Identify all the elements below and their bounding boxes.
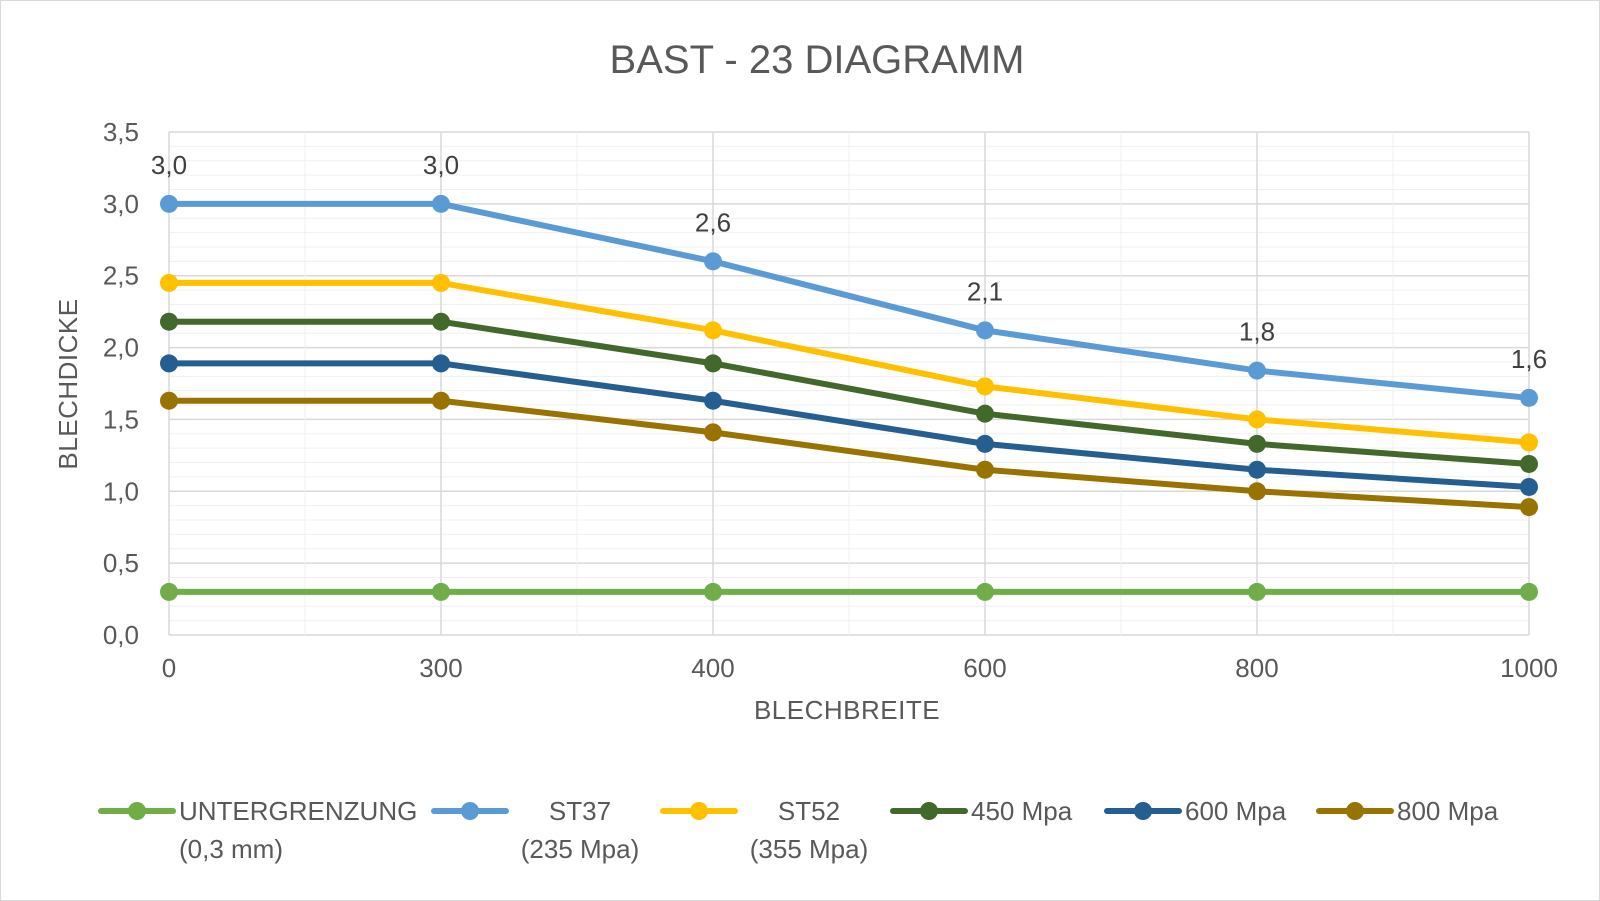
data-point: [432, 273, 450, 292]
chart-title: BAST - 23 DIAGRAMM: [610, 38, 1025, 82]
legend-label: (0,3 mm): [179, 834, 283, 864]
data-point: [160, 391, 178, 410]
data-point: [160, 582, 178, 601]
data-point: [1520, 388, 1538, 407]
data-label: 1,8: [1239, 317, 1275, 347]
series-3: [160, 312, 1538, 473]
data-label: 2,1: [967, 276, 1003, 306]
legend-item: ST52 (355 Mpa): [660, 796, 869, 864]
series-line: [166, 397, 1532, 511]
data-point: [432, 354, 450, 373]
data-point: [704, 354, 722, 373]
data-point: [704, 582, 722, 601]
data-point: [704, 423, 722, 442]
data-point: [704, 252, 722, 271]
data-point: [976, 404, 994, 423]
x-tick-label: 800: [1235, 653, 1278, 683]
series-layer: [160, 194, 1538, 601]
legend-item: UNTERGRENZUNG (0,3 mm): [98, 796, 417, 864]
data-point: [1248, 410, 1266, 429]
legend-label: 800 Mpa: [1397, 796, 1499, 826]
data-point: [976, 434, 994, 453]
legend-label: ST37: [549, 796, 611, 826]
legend-label: (355 Mpa): [750, 834, 869, 864]
data-point: [1520, 477, 1538, 496]
y-tick-label: 0,0: [103, 620, 139, 650]
series-4: [160, 354, 1538, 496]
data-point: [704, 321, 722, 340]
data-point: [1248, 482, 1266, 501]
series-line: [166, 360, 1532, 490]
series-1: [160, 194, 1538, 407]
x-tick-label: 600: [963, 653, 1006, 683]
data-point: [160, 273, 178, 292]
legend-label: ST52: [778, 796, 840, 826]
tick-labels: 0,0 0,5 1,0 1,5 2,0 2,5 3,0 3,5 0 300 400 600 800 100…: [103, 117, 1558, 683]
legend-label: (235 Mpa): [521, 834, 640, 864]
y-tick-label: 3,5: [103, 117, 139, 147]
data-point: [976, 377, 994, 396]
legend-swatch-marker: [461, 802, 479, 820]
legend-label: 600 Mpa: [1185, 796, 1287, 826]
data-point: [976, 582, 994, 601]
y-axis-label: BLECHDICKE: [53, 298, 83, 469]
series-line: [166, 200, 1532, 401]
legend-swatch-marker: [1134, 802, 1152, 820]
data-point: [1248, 460, 1266, 479]
x-axis-label: BLECHBREITE: [754, 695, 940, 725]
data-point: [432, 194, 450, 213]
series-2: [160, 273, 1538, 452]
legend-item: 800 Mpa: [1316, 796, 1499, 826]
data-point: [1520, 582, 1538, 601]
data-point: [1520, 433, 1538, 452]
y-tick-label: 3,0: [103, 189, 139, 219]
data-label: 1,6: [1511, 344, 1547, 374]
data-point: [432, 582, 450, 601]
y-tick-label: 1,5: [103, 404, 139, 434]
data-label: 3,0: [423, 150, 459, 180]
x-tick-label: 300: [419, 653, 462, 683]
x-tick-label: 400: [691, 653, 734, 683]
data-point: [432, 312, 450, 331]
data-point: [1520, 498, 1538, 517]
data-point: [976, 460, 994, 479]
data-point: [1248, 434, 1266, 453]
data-point: [1520, 454, 1538, 473]
y-tick-label: 2,5: [103, 261, 139, 291]
data-label: 2,6: [695, 207, 731, 237]
legend-item: 450 Mpa: [890, 796, 1073, 826]
legend-swatch-marker: [128, 802, 146, 820]
data-point: [704, 391, 722, 410]
data-labels: 3,0 3,0 2,6 2,1 1,8 1,6: [151, 150, 1547, 374]
legend-swatch-marker: [920, 802, 938, 820]
series-line: [166, 318, 1532, 467]
series-0: [160, 582, 1538, 601]
legend-label: UNTERGRENZUNG: [179, 796, 417, 826]
data-point: [160, 312, 178, 331]
legend-item: 600 Mpa: [1104, 796, 1287, 826]
legend: UNTERGRENZUNG (0,3 mm) ST37 (235 Mpa) ST52 (3…: [98, 796, 1499, 864]
legend-item: ST37 (235 Mpa): [431, 796, 640, 864]
legend-swatch-marker: [1346, 802, 1364, 820]
data-point: [160, 194, 178, 213]
series-line: [166, 279, 1532, 446]
x-tick-label: 0: [162, 653, 176, 683]
y-tick-label: 1,0: [103, 476, 139, 506]
gridlines: [168, 131, 1530, 636]
data-point: [432, 391, 450, 410]
legend-label: 450 Mpa: [971, 796, 1073, 826]
legend-swatch-marker: [690, 802, 708, 820]
y-tick-label: 2,0: [103, 333, 139, 363]
data-point: [976, 321, 994, 340]
data-point: [160, 354, 178, 373]
data-point: [1248, 582, 1266, 601]
y-tick-label: 0,5: [103, 548, 139, 578]
x-tick-label: 1000: [1500, 653, 1558, 683]
data-label: 3,0: [151, 150, 187, 180]
series-5: [160, 391, 1538, 517]
data-point: [1248, 361, 1266, 380]
